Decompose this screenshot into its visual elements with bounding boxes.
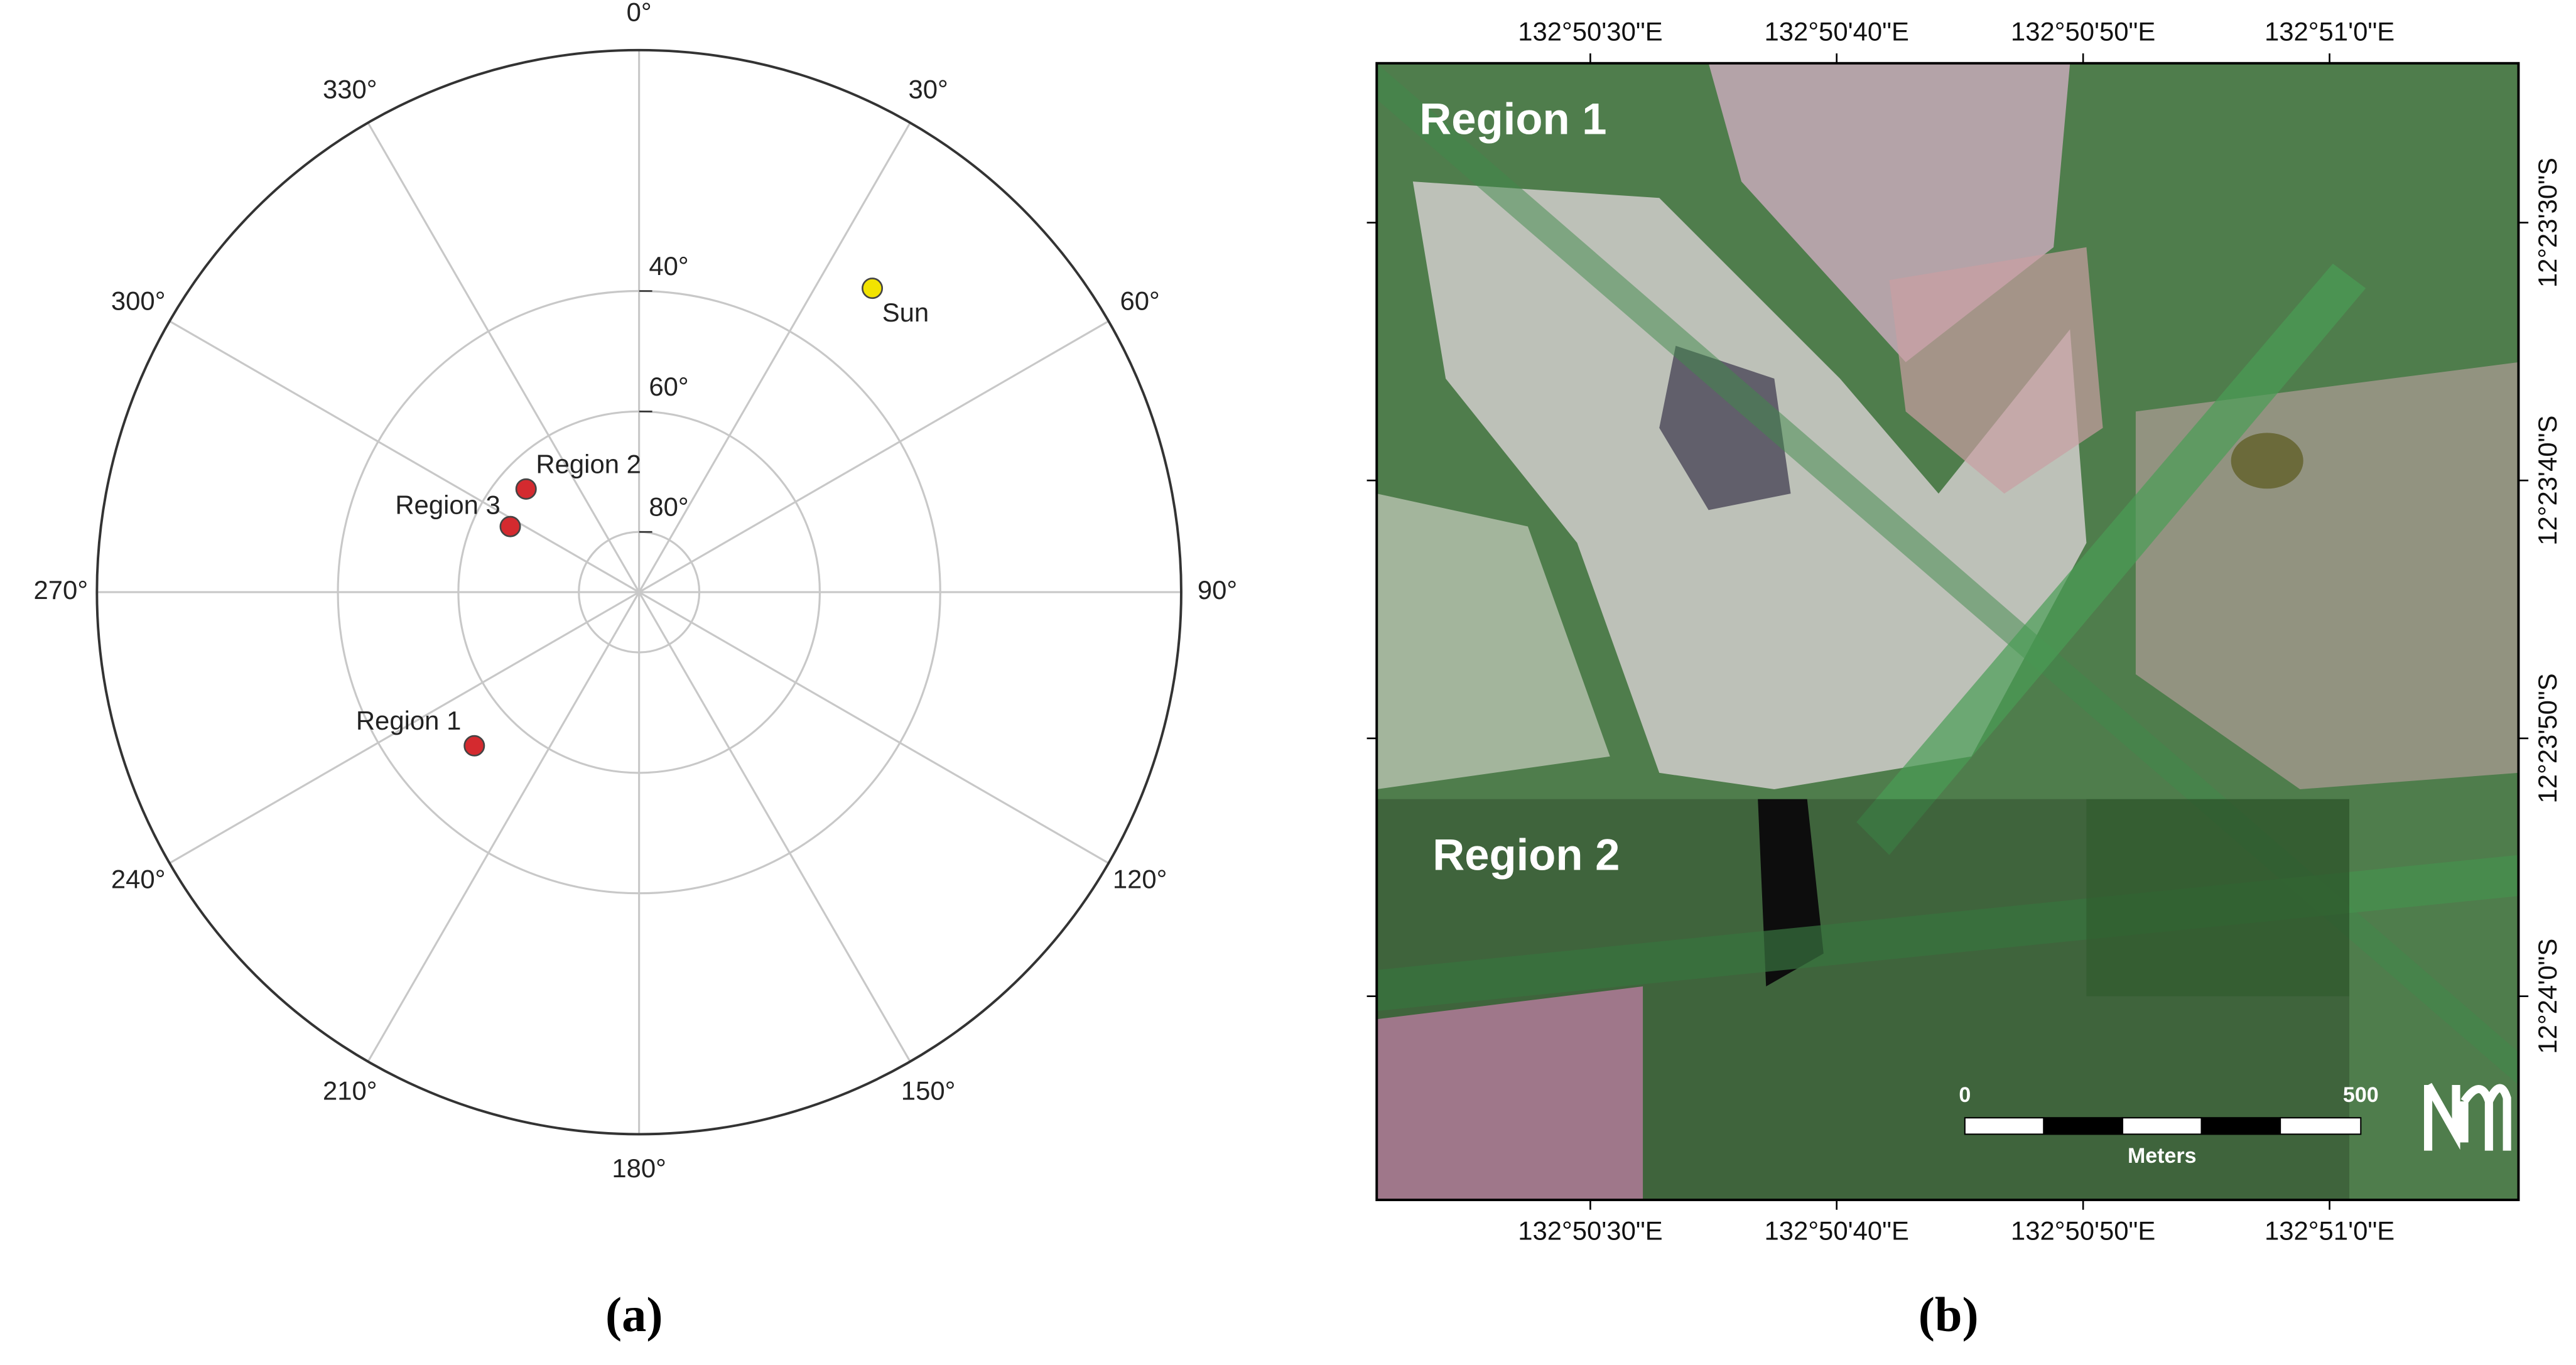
point-label: Region 2 bbox=[536, 449, 641, 478]
grid-spoke bbox=[638, 591, 1110, 865]
y-tick-label: 12°23'30"S bbox=[2533, 158, 2562, 288]
theta-tick-label: 270° bbox=[34, 575, 89, 605]
x-tick-label: 132°50'50"E bbox=[2011, 17, 2155, 46]
theta-tick-label: 30° bbox=[908, 75, 948, 104]
theta-tick-label: 60° bbox=[1120, 286, 1159, 316]
point bbox=[862, 278, 884, 299]
x-tick-label: 132°50'40"E bbox=[1765, 1216, 1909, 1245]
r-tick-label: 60° bbox=[649, 372, 688, 401]
x-tick-label: 132°51'0"E bbox=[2265, 1216, 2395, 1245]
caption: (a) bbox=[605, 1287, 663, 1342]
grid-spoke bbox=[367, 591, 641, 1062]
point-label: Region 1 bbox=[356, 706, 462, 735]
point bbox=[499, 515, 521, 537]
outer-ring bbox=[95, 48, 1182, 1136]
y-tick-label: 12°23'50"S bbox=[2533, 673, 2562, 803]
theta-tick-label: 150° bbox=[901, 1076, 956, 1106]
x-tick-label: 132°50'30"E bbox=[1518, 1216, 1662, 1245]
scale-unit: Meters bbox=[2128, 1144, 2197, 1168]
theta-tick-label: 240° bbox=[111, 865, 166, 894]
theta-tick-label: 300° bbox=[111, 286, 166, 316]
map-image bbox=[1377, 63, 2519, 1200]
scale-segment bbox=[2200, 1117, 2281, 1135]
r-tick-label: 40° bbox=[649, 251, 688, 281]
x-tick-label: 132°51'0"E bbox=[2265, 17, 2395, 46]
scale-segment bbox=[2280, 1117, 2362, 1135]
scale-label: 0 bbox=[1959, 1083, 1971, 1107]
x-tick-label: 132°50'40"E bbox=[1765, 17, 1909, 46]
scale-label: 500 bbox=[2343, 1083, 2379, 1107]
region-label: Region 2 bbox=[1432, 830, 1620, 880]
region-label: Region 1 bbox=[1419, 94, 1606, 144]
x-tick-label: 132°50'50"E bbox=[2011, 1216, 2155, 1245]
theta-tick-label: 210° bbox=[323, 1076, 377, 1106]
scale-segment bbox=[2043, 1117, 2124, 1135]
point-label: Region 3 bbox=[395, 490, 501, 519]
map-frame bbox=[1375, 62, 2520, 1202]
theta-tick-label: 180° bbox=[612, 1153, 666, 1183]
grid-spoke bbox=[638, 122, 911, 593]
grid-spoke bbox=[169, 320, 640, 593]
r-tick-label: 80° bbox=[649, 492, 688, 522]
theta-tick-label: 120° bbox=[1113, 865, 1167, 894]
map-panel: Region 1 Region 2 0 500 Meters 132°50'30… bbox=[1366, 17, 2562, 1245]
point-label: Sun bbox=[882, 298, 929, 327]
grid-spoke bbox=[367, 122, 641, 593]
theta-tick-label: 0° bbox=[627, 0, 652, 26]
scale-segment bbox=[2121, 1117, 2202, 1135]
scale-segment bbox=[1964, 1117, 2045, 1135]
point bbox=[463, 735, 485, 757]
north-arrow bbox=[2424, 1082, 2511, 1151]
grid-spoke bbox=[638, 320, 1110, 593]
theta-tick-label: 330° bbox=[323, 75, 377, 104]
grid-spoke bbox=[169, 591, 640, 865]
theta-tick-label: 90° bbox=[1198, 575, 1237, 605]
x-tick-label: 132°50'30"E bbox=[1518, 17, 1662, 46]
point bbox=[515, 478, 537, 500]
y-tick-label: 12°23'40"S bbox=[2533, 416, 2562, 546]
polar-chart: 0° 30° 60° 90° 120° 150° 180° 210° 240° 270° 300° 3… bbox=[34, 0, 1238, 1183]
grid-spoke bbox=[638, 591, 911, 1062]
caption: (b) bbox=[1918, 1287, 1979, 1342]
y-tick-label: 12°24'0"S bbox=[2533, 939, 2562, 1054]
